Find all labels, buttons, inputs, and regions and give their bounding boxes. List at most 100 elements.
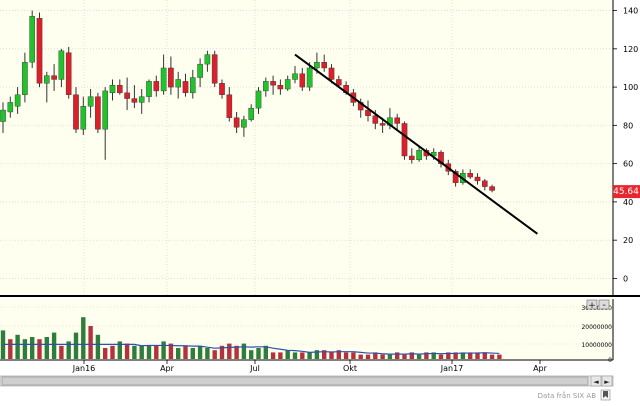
candle-body[interactable] (277, 84, 284, 90)
candle-body[interactable] (255, 90, 262, 109)
candle-body[interactable] (14, 94, 21, 107)
volume-bar (37, 339, 42, 359)
bookmark-icon[interactable] (600, 389, 611, 401)
candle-body[interactable] (160, 67, 167, 92)
candle-body[interactable] (226, 94, 233, 118)
volume-bar (73, 332, 79, 359)
candle-body[interactable] (489, 186, 495, 191)
volume-bar (146, 345, 152, 359)
price-tick-label: 140 (623, 7, 638, 16)
candle-body[interactable] (292, 73, 298, 80)
scroll-left-button[interactable]: ◄ (590, 375, 602, 387)
volume-bar (329, 352, 334, 359)
candles[interactable] (0, 10, 495, 193)
candle-body[interactable] (409, 155, 415, 161)
candle-body[interactable] (474, 176, 481, 182)
candle-body[interactable] (168, 67, 174, 88)
candle-body[interactable] (22, 62, 28, 95)
trendline[interactable] (294, 53, 538, 235)
candle-body[interactable] (7, 102, 14, 113)
candle-body[interactable] (452, 171, 459, 183)
candle-body[interactable] (379, 123, 386, 126)
candle-body[interactable] (372, 115, 379, 124)
price-tick-label: 60 (623, 160, 633, 169)
candle-body[interactable] (87, 96, 94, 107)
candle-body[interactable] (306, 67, 313, 88)
candle-body[interactable] (416, 150, 422, 161)
candle-body[interactable] (328, 67, 335, 80)
volume-bar (489, 354, 495, 359)
candle-body[interactable] (65, 52, 72, 95)
volume-bar (336, 350, 341, 359)
candle-body[interactable] (182, 81, 189, 94)
x-tick-label: Jan16 (72, 364, 96, 373)
candle-body[interactable] (401, 123, 408, 157)
candle-body[interactable] (29, 16, 36, 63)
zoom-out-icon: - (602, 300, 606, 311)
scrollbar-thumb[interactable] (1, 376, 589, 386)
volume-bar (212, 350, 217, 359)
volume-bar (234, 345, 239, 359)
candle-body[interactable] (95, 96, 101, 130)
source-label: Data från SIX AB (538, 391, 597, 400)
last-price-tag: 45.64 (613, 185, 640, 199)
horizontal-scrollbar[interactable]: ◄ ► (0, 375, 614, 387)
candle-body[interactable] (197, 63, 203, 78)
candle-body[interactable] (482, 180, 488, 187)
candle-body[interactable] (153, 81, 160, 92)
candle-body[interactable] (51, 75, 57, 80)
candle-body[interactable] (314, 62, 320, 69)
volume-zoom-in-button[interactable]: + (586, 299, 598, 311)
candle-body[interactable] (116, 84, 123, 94)
candle-body[interactable] (175, 79, 182, 88)
x-tick-label: Apr (160, 364, 175, 373)
candle-body[interactable] (263, 81, 269, 92)
candle-body[interactable] (138, 96, 145, 103)
candle-body[interactable] (211, 54, 218, 84)
volume-bar (307, 352, 312, 359)
candle-body[interactable] (365, 109, 371, 116)
candle-body[interactable] (467, 172, 474, 178)
volume-bar (409, 352, 414, 359)
scroll-right-button[interactable]: ► (601, 375, 613, 387)
candle-body[interactable] (233, 117, 240, 128)
candle-body[interactable] (124, 92, 130, 99)
candle-body[interactable] (219, 83, 225, 95)
volume-zoom-out-button[interactable]: - (598, 299, 610, 311)
candle-body[interactable] (248, 107, 255, 120)
volume-bar (197, 345, 203, 359)
candle-body[interactable] (146, 81, 152, 97)
candle-body[interactable] (131, 98, 138, 103)
candle-body[interactable] (321, 62, 328, 69)
volume-bar (161, 341, 166, 359)
volume-axis (613, 299, 640, 360)
candle-body[interactable] (336, 79, 342, 86)
candle-body[interactable] (299, 73, 306, 88)
candle-body[interactable] (73, 94, 79, 130)
candle-body[interactable] (0, 109, 6, 122)
candle-body[interactable] (102, 90, 108, 130)
candle-body[interactable] (189, 77, 196, 94)
candle-body[interactable] (241, 119, 247, 128)
volume-bar (8, 339, 13, 359)
volume-bar (124, 343, 130, 359)
candle-body[interactable] (44, 75, 50, 84)
volume-bar (343, 352, 349, 359)
candle-body[interactable] (394, 117, 401, 124)
candle-body[interactable] (270, 81, 276, 86)
volume-bar (22, 339, 28, 359)
volume-bar (482, 352, 487, 359)
price-ticks: 0 20 40 60 80 100 120 140 (613, 7, 638, 283)
volume-bar (110, 345, 115, 359)
candle-body[interactable] (58, 50, 65, 80)
candle-body[interactable] (80, 106, 87, 130)
volume-bar (241, 343, 247, 359)
candle-body[interactable] (109, 84, 116, 94)
candle-body[interactable] (36, 18, 43, 84)
candle-body[interactable] (284, 79, 291, 90)
volume-bar (59, 345, 64, 359)
candle-body[interactable] (204, 54, 211, 65)
volume-bar (168, 343, 174, 359)
price-axis (613, 0, 640, 296)
